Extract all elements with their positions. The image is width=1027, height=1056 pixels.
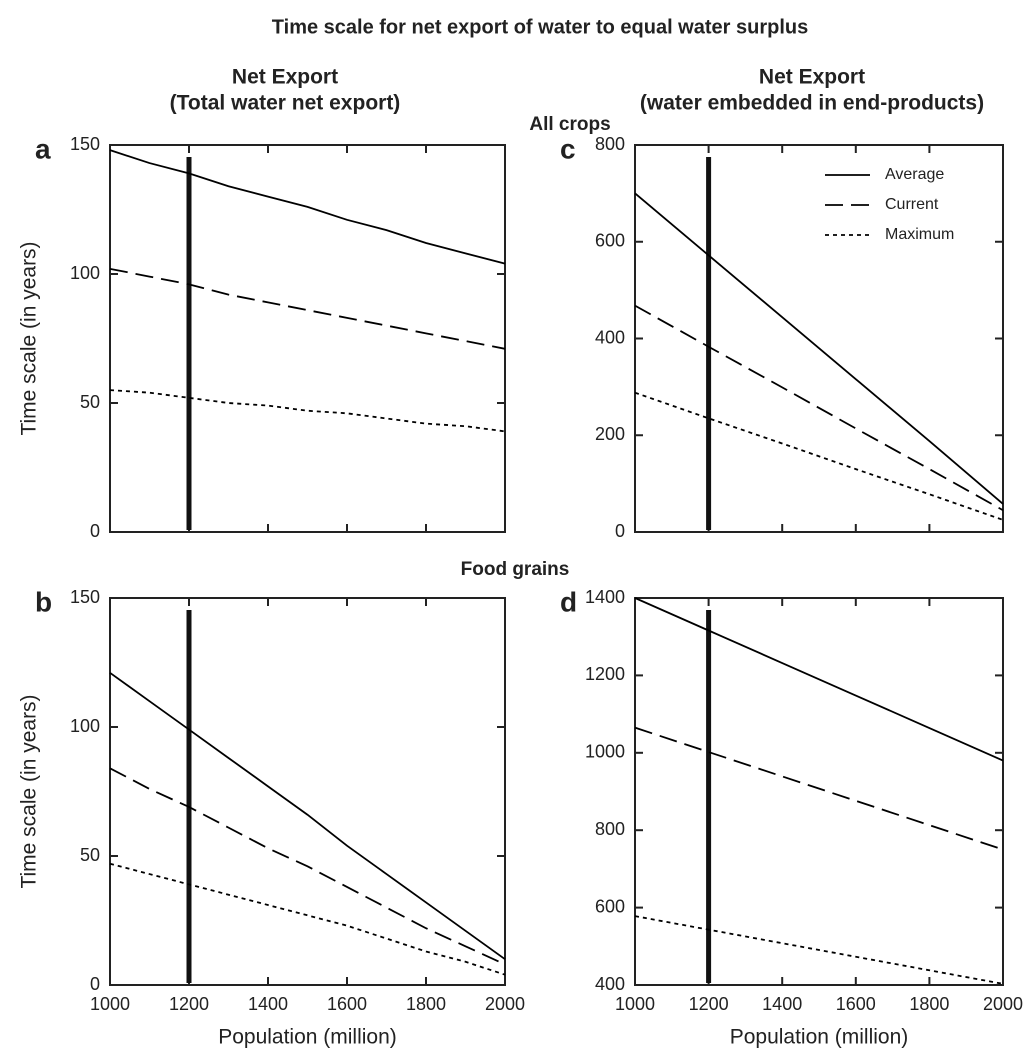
y-tick-label: 100 [70, 263, 100, 283]
series-line [634, 391, 1004, 521]
panel-label: c [560, 133, 576, 164]
legend-label: Average [885, 166, 944, 183]
y-tick-label: 0 [90, 974, 100, 994]
series-line [109, 767, 506, 966]
y-tick-label: 800 [595, 134, 625, 154]
column-title: Net Export [232, 66, 338, 89]
series-line [634, 304, 1004, 512]
x-tick-label: 1800 [909, 994, 949, 1014]
column-subtitle: (water embedded in end-products) [640, 92, 984, 115]
plot-frame [634, 597, 1004, 986]
y-tick-label: 1400 [585, 587, 625, 607]
plot-frame [109, 144, 506, 533]
y-tick-label: 800 [595, 819, 625, 839]
x-tick-label: 1200 [169, 994, 209, 1014]
y-tick-label: 400 [595, 327, 625, 347]
x-tick-label: 1200 [689, 994, 729, 1014]
x-axis-label: Population (million) [730, 1026, 909, 1049]
x-tick-label: 1400 [762, 994, 802, 1014]
column-title: Net Export [759, 66, 865, 89]
y-axis-label: Time scale (in years) [18, 694, 41, 888]
y-tick-label: 1200 [585, 664, 625, 684]
x-tick-label: 1600 [327, 994, 367, 1014]
column-subtitle: (Total water net export) [170, 92, 401, 115]
y-tick-label: 200 [595, 424, 625, 444]
series-line [634, 597, 1004, 762]
x-axis-label: Population (million) [218, 1026, 397, 1049]
series-line [634, 192, 1004, 505]
series-line [109, 267, 506, 350]
x-tick-label: 1600 [836, 994, 876, 1014]
panel-label: b [35, 586, 52, 617]
y-tick-label: 0 [615, 521, 625, 541]
legend-label: Current [885, 196, 939, 213]
row-title: Food grains [461, 559, 570, 580]
x-tick-label: 1800 [406, 994, 446, 1014]
y-tick-label: 0 [90, 521, 100, 541]
legend-label: Maximum [885, 226, 954, 243]
x-tick-label: 1400 [248, 994, 288, 1014]
plot-frame [109, 597, 506, 986]
series-line [109, 672, 506, 960]
x-tick-label: 1000 [615, 994, 655, 1014]
y-tick-label: 600 [595, 231, 625, 251]
x-tick-label: 1000 [90, 994, 130, 1014]
y-tick-label: 100 [70, 716, 100, 736]
y-axis-label: Time scale (in years) [18, 241, 41, 435]
panel-label: d [560, 586, 577, 617]
y-tick-label: 150 [70, 587, 100, 607]
y-tick-label: 50 [80, 392, 100, 412]
y-tick-label: 600 [595, 896, 625, 916]
x-tick-label: 2000 [983, 994, 1023, 1014]
y-tick-label: 1000 [585, 742, 625, 762]
panel-label: a [35, 133, 51, 164]
x-tick-label: 2000 [485, 994, 525, 1014]
y-tick-label: 150 [70, 134, 100, 154]
figure-title: Time scale for net export of water to eq… [272, 16, 808, 38]
series-line [634, 915, 1004, 985]
series-line [109, 389, 506, 433]
series-line [109, 149, 506, 265]
y-tick-label: 50 [80, 845, 100, 865]
y-tick-label: 400 [595, 974, 625, 994]
plot-frame [634, 144, 1004, 533]
series-line [634, 726, 1004, 851]
series-line [109, 862, 506, 976]
row-title: All crops [529, 114, 610, 135]
